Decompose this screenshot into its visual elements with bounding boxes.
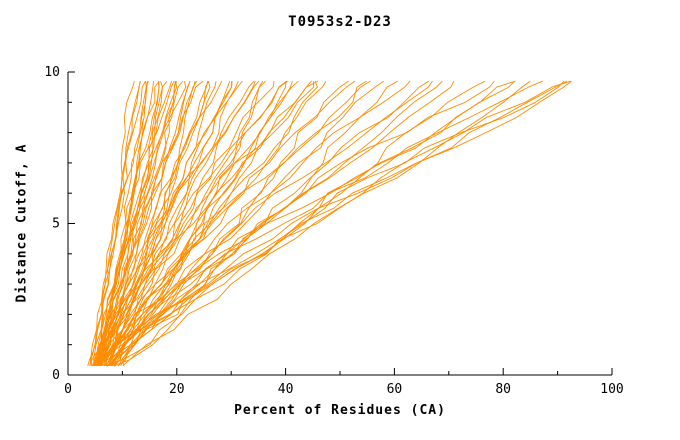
gdt-curve [89,80,146,367]
x-tick-label: 80 [495,382,511,397]
x-tick-label: 20 [169,382,185,397]
gdt-curve [104,80,495,367]
gdt-curve [100,80,318,367]
gdt-curve [110,80,367,367]
gdt-curve [104,80,299,367]
gdt-curve [95,80,371,366]
gdt-curve [95,80,515,367]
gdt-curve [122,80,399,367]
gdt-curve [113,80,531,367]
gdt-curve [98,81,155,366]
gdt-curve [100,81,275,367]
gdt-curve [89,81,147,366]
gdt-curve [94,80,187,366]
gdt-curve [95,81,141,367]
gdt-curve [95,81,315,367]
gdt-curve [106,80,568,367]
gdt-curve [110,80,516,367]
gdt-curve [87,80,141,367]
y-tick-label: 10 [44,65,60,80]
x-tick-label: 0 [64,382,72,397]
gdt-curve [96,80,288,367]
gdt-curve [107,80,198,367]
gdt-curve [118,80,349,367]
gdt-curve [99,80,160,366]
gdt-curve [96,81,233,367]
gdt-curve [92,80,196,367]
gdt-curve [97,80,210,366]
gdt-curve [110,80,191,366]
gdt-curve [106,80,411,367]
gdt-curve [94,80,243,367]
gdt-curve [104,80,433,367]
gdt-curve [91,80,260,366]
gdt-curve [101,80,168,366]
gdt-curve [93,80,178,367]
x-tick-label: 100 [600,382,623,397]
gdt-curve [122,80,486,366]
gdt-curve [109,80,312,367]
y-tick-label: 5 [52,217,60,232]
gdt-curve [120,80,571,367]
gdt-curve [93,80,384,367]
gdt-curve [110,80,543,367]
y-tick-label: 0 [52,368,60,383]
x-axis-label: Percent of Residues (CA) [234,403,446,418]
chart-title: T0953s2-D23 [288,14,392,30]
gdt-curve [91,81,160,367]
gdt-curve [107,80,319,367]
gdt-curve [98,81,160,367]
gdt-curve [100,80,356,366]
x-tick-label: 60 [387,382,403,397]
gdt-curve [105,80,267,366]
gdt-curve [99,80,572,367]
x-tick-label: 40 [278,382,294,397]
gdt-curve [104,80,443,367]
